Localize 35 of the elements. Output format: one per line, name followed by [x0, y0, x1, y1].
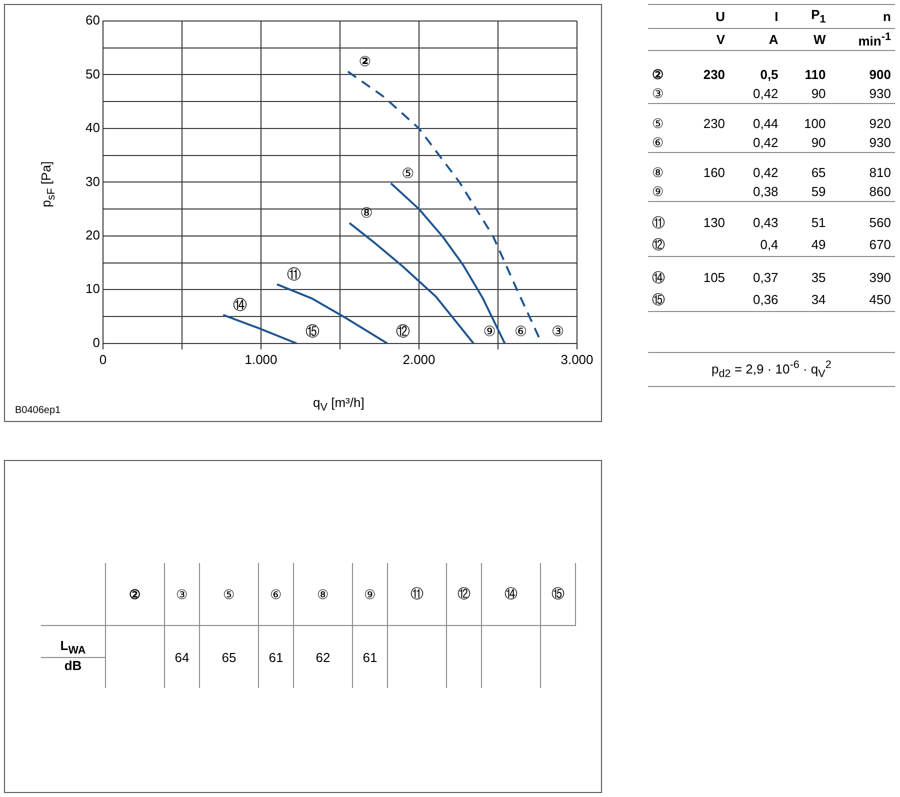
- text: ⑪ 130 0,43 51 560: [652, 214, 891, 230]
- annotation: ③: [551, 324, 564, 340]
- x-tick-label: 2.000: [402, 352, 436, 367]
- series-label: ⑧: [360, 206, 373, 222]
- text: U I P$_{1}$ n: [716, 7, 891, 26]
- annotation: ⑥: [514, 324, 528, 340]
- text: B0406ep1: [15, 405, 61, 416]
- y-tick-label: 30: [86, 174, 100, 189]
- annotation: ⑮: [306, 324, 320, 340]
- text: ⑭ 105 0,37 35 390: [652, 270, 891, 286]
- x-tick-label: 3.000: [560, 352, 594, 367]
- x-tick-label: 1.000: [244, 352, 278, 367]
- text: ⑮ 0,36 34 450: [652, 292, 891, 308]
- series-label: ⑪: [286, 266, 301, 283]
- text: V A W min$^{-1}$: [716, 30, 891, 48]
- text: ② ③ ⑤ ⑥ ⑧ ⑨ ⑪ ⑫ ⑭ ⑮: [129, 586, 564, 602]
- y-tick-label: 50: [86, 66, 100, 82]
- y-tick-label: 20: [86, 228, 100, 243]
- text: ⑤ 230 0,44 100 920: [652, 116, 891, 131]
- text: ⑨ 0,38 59 860: [652, 184, 891, 199]
- y-tick-label: 60: [86, 12, 100, 28]
- text: ⑥ 0,42 90 930: [652, 134, 891, 150]
- x-axis-title: q$_{V}$ [m³/h]: [313, 395, 364, 414]
- text: ③ 0,42 90 930: [652, 86, 891, 101]
- y-tick-label: 40: [86, 120, 100, 136]
- y-tick-label: 10: [86, 281, 100, 296]
- text: ⑧ 160 0,42 65 810: [652, 164, 891, 180]
- text: ⑫ 0,4 49 670: [652, 236, 891, 252]
- annotation: ⑨: [483, 324, 496, 340]
- y-tick-label: 0: [92, 334, 100, 350]
- series-label: ⑭: [233, 298, 248, 314]
- series-label: ②: [358, 54, 371, 70]
- series-label: ⑤: [402, 166, 414, 182]
- text: ② 230 0,5 110 900: [652, 66, 891, 82]
- annotation: ⑫: [396, 324, 410, 340]
